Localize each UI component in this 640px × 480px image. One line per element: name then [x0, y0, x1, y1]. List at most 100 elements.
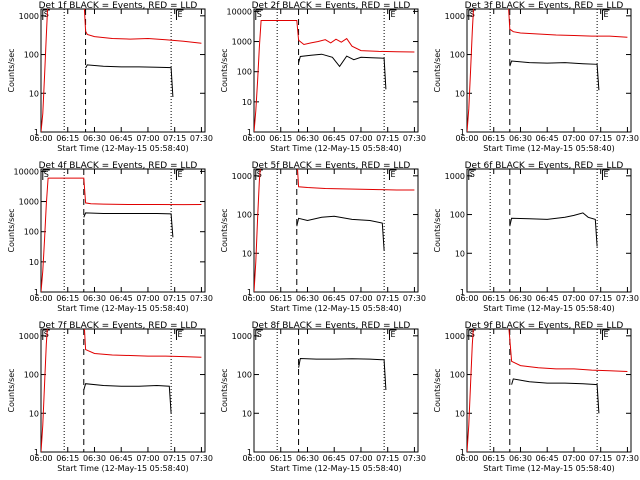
x-tick-label: 07:15 [376, 134, 399, 143]
panel: Det 6f BLACK = Events, RED = LLD 1 10 100 10… [433, 161, 639, 313]
series-line [83, 383, 172, 414]
series-line [298, 53, 387, 90]
series-line [41, 329, 202, 452]
series-line [467, 9, 628, 132]
annotation-bracket [255, 9, 263, 20]
x-tick-label: 06:00 [29, 134, 52, 143]
y-axis-label: Counts/sec [7, 368, 16, 412]
y-tick-label: 10 [242, 98, 252, 107]
x-tick-label: 06:15 [482, 454, 505, 463]
y-axis-label: Counts/sec [433, 48, 442, 92]
x-axis-label: Start Time (12-May-15 05:58:40) [270, 464, 401, 473]
y-tick-label: 1 [247, 288, 252, 297]
y-axis-label: Counts/sec [220, 368, 229, 412]
y-axis-label: Counts/sec [7, 208, 16, 252]
y-axis-label: Counts/sec [7, 48, 16, 92]
y-axis-label: Counts/sec [220, 208, 229, 252]
x-tick-label: 06:30 [296, 454, 319, 463]
annotation: E [177, 170, 182, 179]
y-tick-label: 100 [237, 68, 252, 77]
y-tick-label: 1000 [232, 38, 252, 47]
y-tick-label: 10 [455, 249, 465, 258]
x-tick-label: 06:15 [56, 454, 79, 463]
x-tick-label: 07:15 [163, 294, 186, 303]
annotation: S [470, 170, 475, 179]
y-tick-label: 1 [247, 128, 252, 137]
y-tick-label: 10 [29, 409, 39, 418]
x-tick-label: 07:30 [190, 294, 213, 303]
x-tick-label: 06:45 [536, 134, 559, 143]
plot-frame [253, 168, 419, 293]
x-tick-label: 06:15 [482, 134, 505, 143]
x-axis-label: Start Time (12-May-15 05:58:40) [57, 144, 188, 153]
x-tick-label: 06:00 [455, 294, 478, 303]
y-tick-label: 10 [29, 89, 39, 98]
y-tick-label: 100 [237, 211, 252, 220]
annotation: S [44, 170, 49, 179]
chart-title: Det 5f BLACK = Events, RED = LLD [252, 161, 411, 171]
annotation: S [470, 10, 475, 19]
annotation-bracket [601, 9, 610, 20]
x-tick-label: 07:00 [562, 134, 585, 143]
series-line [509, 212, 598, 247]
y-tick-label: 100 [237, 371, 252, 380]
plot-frame [40, 168, 206, 293]
y-tick-label: 1 [34, 448, 39, 457]
annotation-bracket [42, 9, 50, 20]
plot-frame [466, 328, 632, 453]
y-tick-label: 100 [450, 371, 465, 380]
x-tick-label: 06:15 [269, 134, 292, 143]
x-tick-label: 07:15 [589, 134, 612, 143]
y-tick-label: 1 [460, 288, 465, 297]
annotation: S [44, 330, 49, 339]
annotation-bracket [255, 169, 263, 180]
chart-title: Det 7f BLACK = Events, RED = LLD [39, 321, 198, 331]
panel: Det 9f BLACK = Events, RED = LLD 1 10 100 10… [433, 321, 639, 473]
annotation-bracket [388, 329, 397, 340]
chart-title: Det 8f BLACK = Events, RED = LLD [252, 321, 411, 331]
y-tick-label: 1000 [445, 332, 465, 341]
chart-title: Det 9f BLACK = Events, RED = LLD [465, 321, 624, 331]
x-tick-label: 07:15 [376, 294, 399, 303]
series-line [467, 329, 628, 452]
annotation: S [44, 10, 49, 19]
panel: Det 2f BLACK = Events, RED = LLD 1 10 100 10… [220, 1, 426, 153]
x-tick-label: 07:30 [190, 454, 213, 463]
x-tick-label: 06:00 [242, 454, 265, 463]
annotation-bracket [468, 329, 476, 340]
x-tick-label: 06:30 [83, 294, 106, 303]
chart-title: Det 4f BLACK = Events, RED = LLD [39, 161, 198, 171]
x-tick-label: 07:30 [616, 294, 639, 303]
x-tick-label: 06:45 [536, 294, 559, 303]
series-line [41, 177, 202, 292]
x-axis-label: Start Time (12-May-15 05:58:40) [483, 464, 614, 473]
x-axis-label: Start Time (12-May-15 05:58:40) [57, 464, 188, 473]
annotation: E [390, 10, 395, 19]
x-tick-label: 06:30 [83, 134, 106, 143]
plot-frame [40, 8, 206, 133]
plot-frame [466, 168, 632, 293]
annotation: E [177, 10, 182, 19]
x-tick-label: 06:45 [323, 294, 346, 303]
chart-title: Det 2f BLACK = Events, RED = LLD [252, 1, 411, 11]
plot-frame [466, 8, 632, 133]
annotation-bracket [255, 329, 263, 340]
x-tick-label: 07:30 [616, 454, 639, 463]
annotation: S [257, 170, 262, 179]
annotation-bracket [388, 169, 397, 180]
x-tick-label: 07:15 [589, 454, 612, 463]
x-tick-label: 06:45 [323, 134, 346, 143]
x-tick-label: 06:00 [29, 454, 52, 463]
x-tick-label: 06:45 [323, 454, 346, 463]
x-tick-label: 07:00 [136, 294, 159, 303]
plot-frame [253, 328, 419, 453]
x-tick-label: 07:00 [562, 294, 585, 303]
annotation-bracket [468, 9, 476, 20]
x-tick-label: 06:30 [83, 454, 106, 463]
x-axis-label: Start Time (12-May-15 05:58:40) [270, 304, 401, 313]
annotation-bracket [42, 169, 50, 180]
x-tick-label: 06:15 [482, 294, 505, 303]
annotation-bracket [468, 169, 476, 180]
